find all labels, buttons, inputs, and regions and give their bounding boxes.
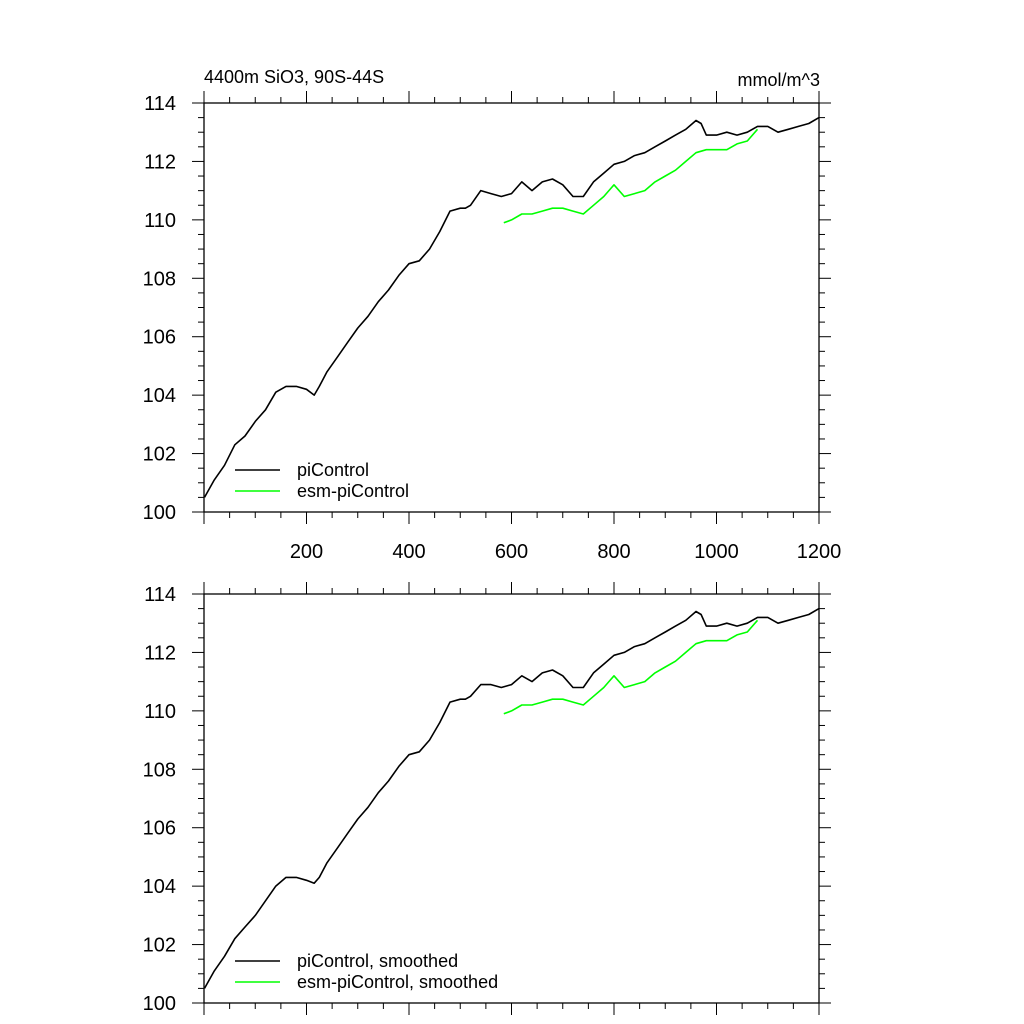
axis-ticks — [192, 91, 831, 524]
series-line-0 — [203, 116, 820, 498]
axis-ticks — [192, 582, 831, 1015]
series-line-1 — [503, 619, 759, 715]
series-line-1 — [503, 128, 759, 224]
series-line-0 — [203, 607, 820, 989]
y-tick-label: 112 — [144, 151, 176, 173]
x-tick-label: 200 — [290, 541, 323, 563]
y-tick-label: 106 — [143, 327, 176, 349]
bottom-panel: 100 102 104 106 108 110 112 114 piControl, smoo… — [143, 582, 831, 1015]
plot-frame — [203, 593, 820, 1004]
y-tick-label: 102 — [143, 935, 176, 957]
legend-label: esm-piControl — [297, 481, 409, 501]
y-tick-label: 104 — [143, 876, 176, 898]
x-tick-label: 400 — [392, 541, 425, 563]
legend-label: esm-piControl, smoothed — [297, 972, 498, 992]
x-axis: 200 400 600 800 1000 1200 — [290, 541, 841, 563]
y-axis: 100 102 104 106 108 110 112 114 — [143, 584, 176, 1015]
x-tick-label: 600 — [495, 541, 528, 563]
y-tick-label: 108 — [143, 759, 176, 781]
plot-frame — [203, 102, 820, 513]
x-tick-label: 1000 — [694, 541, 739, 563]
y-tick-label: 104 — [143, 385, 176, 407]
y-tick-label: 102 — [143, 444, 176, 466]
y-tick-label: 110 — [144, 701, 176, 723]
legend-label: piControl — [297, 460, 369, 480]
y-tick-label: 112 — [144, 642, 176, 664]
y-tick-label: 114 — [144, 93, 176, 115]
y-tick-label: 108 — [143, 268, 176, 290]
y-tick-label: 106 — [143, 818, 176, 840]
top-panel: 4400m SiO3, 90S-44S mmol/m^3 10010210410… — [143, 67, 842, 563]
y-tick-label: 110 — [144, 210, 176, 232]
y-axis: 100 102 104 106 108 110 112 114 — [143, 93, 176, 524]
y-tick-label: 100 — [143, 993, 176, 1015]
x-tick-label: 800 — [597, 541, 630, 563]
y-tick-label: 114 — [144, 584, 176, 606]
plot-lines — [203, 116, 820, 498]
legend-label: piControl, smoothed — [297, 951, 458, 971]
y-tick-label: 100 — [143, 502, 176, 524]
plot-lines — [203, 607, 820, 989]
panel-title: 4400m SiO3, 90S-44S — [204, 67, 384, 87]
units-label: mmol/m^3 — [738, 70, 820, 90]
x-tick-label: 1200 — [797, 541, 842, 563]
